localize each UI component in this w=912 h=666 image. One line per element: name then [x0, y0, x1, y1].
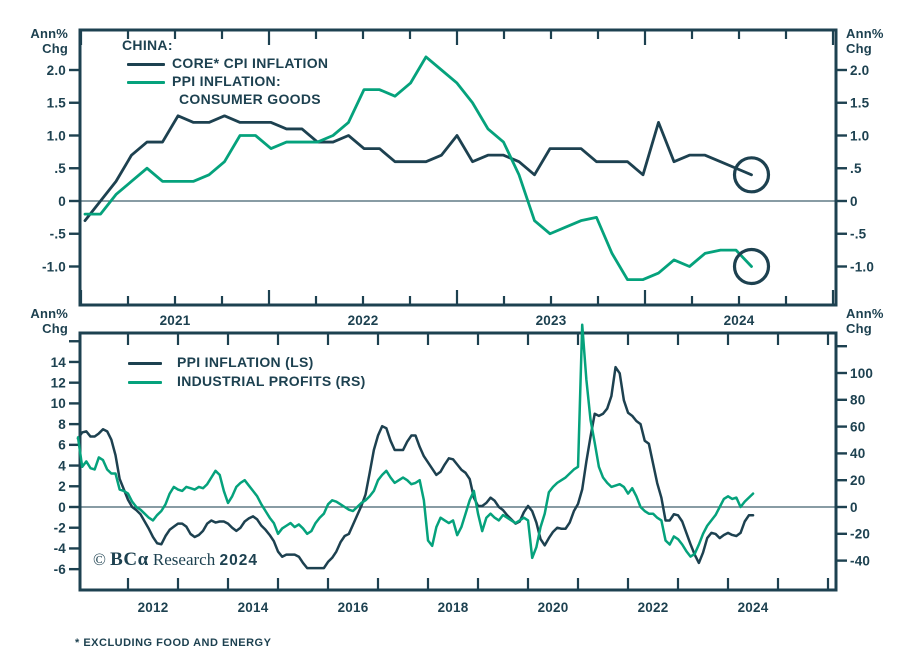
- y-tick-label: 8: [58, 417, 66, 432]
- x-year-label: 2020: [538, 600, 569, 615]
- y-tick-label: 0: [850, 194, 858, 209]
- x-year-label: 2014: [238, 600, 269, 615]
- y-tick-label: .5: [850, 161, 862, 176]
- y-tick-label: -1.0: [850, 259, 874, 274]
- x-year-label: 2022: [348, 313, 379, 328]
- y-tick-label: -4: [54, 541, 67, 556]
- end-marker-circle: [732, 247, 771, 286]
- x-year-label: 2022: [638, 600, 669, 615]
- plot-frame: [78, 28, 838, 307]
- y-tick-label: 2.0: [47, 63, 66, 78]
- y-tick-label: .5: [54, 161, 66, 176]
- y-tick-label: -.5: [850, 227, 867, 242]
- chart-panel-top: 2.0 2.0 1.5 1.5 1.0 1.0 .5 .5 0 0 -.5 -.5 -1.0 -1.0 20…: [42, 28, 874, 328]
- y-tick-label: 6: [58, 438, 66, 453]
- y-tick-label: 1.0: [47, 128, 66, 143]
- x-year-label: 2024: [738, 600, 769, 615]
- ppi-inflation-line: [76, 365, 755, 570]
- y-tick-label: 2.0: [850, 63, 869, 78]
- y-tick-label: 1.5: [47, 96, 67, 111]
- y-tick-label: 4: [58, 458, 66, 473]
- y-tick-label: 20: [850, 473, 865, 488]
- end-marker-circle: [732, 156, 771, 194]
- y-tick-label: 40: [850, 446, 865, 461]
- y-tick-label: 0: [850, 500, 858, 515]
- x-year-label: 2016: [338, 600, 369, 615]
- y-tick-label: 1.0: [850, 128, 869, 143]
- core-cpi-line: [83, 114, 753, 223]
- y-tick-label: 100: [850, 366, 873, 381]
- y-tick-label: -20: [850, 527, 870, 542]
- y-tick-label: 2: [58, 479, 66, 494]
- y-tick-label: 80: [850, 393, 865, 408]
- y-tick-label: 0: [58, 500, 66, 515]
- industrial-profits-line: [76, 323, 755, 560]
- x-year-label: 2023: [536, 313, 567, 328]
- y-tick-label: 12: [51, 375, 66, 390]
- y-tick-label: -6: [54, 562, 67, 577]
- y-tick-label: -2: [54, 521, 66, 536]
- y-tick-label: 1.5: [850, 96, 870, 111]
- x-year-label: 2018: [438, 600, 469, 615]
- y-tick-label: 14: [51, 355, 67, 370]
- x-year-label: 2012: [138, 600, 169, 615]
- x-year-label: 2021: [160, 313, 191, 328]
- y-tick-label: 60: [850, 419, 865, 434]
- x-year-label: 2024: [724, 313, 755, 328]
- plot-frame: [78, 331, 838, 592]
- y-tick-label: 10: [51, 396, 66, 411]
- y-tick-label: -1.0: [42, 259, 66, 274]
- y-tick-label: -40: [850, 553, 870, 568]
- ppi-consumer-goods-line: [83, 55, 753, 282]
- y-tick-label: 0: [58, 194, 66, 209]
- y-tick-label: -.5: [50, 227, 67, 242]
